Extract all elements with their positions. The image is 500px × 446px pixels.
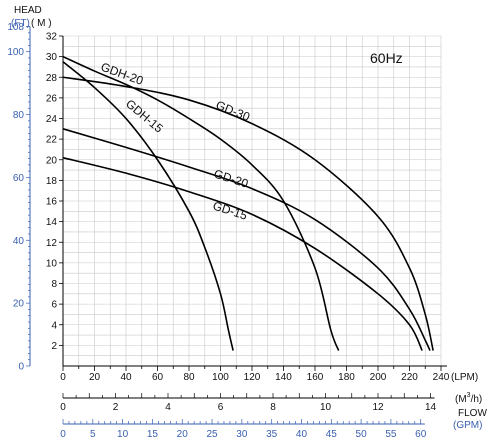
flow-axis-label: FLOW xyxy=(458,408,487,419)
ft-unit-label: (FT) xyxy=(11,18,30,29)
m-tick-label: 2 xyxy=(51,341,57,352)
m3h-tick-label: 0 xyxy=(60,402,66,413)
m-tick-label: 20 xyxy=(46,155,58,166)
gpm-tick-label: 10 xyxy=(117,429,129,440)
m-tick-label: 32 xyxy=(46,32,58,43)
lpm-tick-label: 100 xyxy=(212,372,229,383)
curve-gd-20 xyxy=(62,128,431,351)
m3h-tick-label: 8 xyxy=(270,402,276,413)
m3h-tick-label: 2 xyxy=(113,402,119,413)
frequency-annotation: 60Hz xyxy=(370,50,403,66)
gpm-tick-label: 25 xyxy=(206,429,218,440)
gpm-tick-label: 40 xyxy=(296,429,308,440)
curve-label: GD-30 xyxy=(214,98,252,124)
m3h-unit-label: (M3/h) xyxy=(455,392,482,405)
gpm-unit-label: (GPM) xyxy=(453,420,482,431)
gpm-tick-label: 20 xyxy=(177,429,189,440)
lpm-tick-label: 200 xyxy=(370,372,387,383)
lpm-tick-label: 20 xyxy=(89,372,101,383)
ft-tick-label: 108 xyxy=(7,22,24,33)
gpm-tick-label: 5 xyxy=(90,429,96,440)
ft-tick-label: 0 xyxy=(18,362,24,373)
curve-gd-15 xyxy=(62,156,423,351)
lpm-tick-label: 160 xyxy=(307,372,324,383)
gpm-tick-label: 35 xyxy=(266,429,278,440)
head-axis-label: HEAD xyxy=(14,5,42,16)
gpm-tick-label: 30 xyxy=(236,429,248,440)
ft-tick-label: 20 xyxy=(13,299,25,310)
m-tick-label: 14 xyxy=(46,217,58,228)
m-tick-label: 24 xyxy=(46,114,58,125)
m3h-tick-label: 6 xyxy=(218,402,224,413)
m-tick-label: 22 xyxy=(46,135,58,146)
lpm-unit-label: (LPM) xyxy=(451,372,478,383)
lpm-tick-label: 140 xyxy=(275,372,292,383)
m-tick-label: 12 xyxy=(46,238,58,249)
lpm-tick-label: 60 xyxy=(152,372,164,383)
m3h-tick-label: 10 xyxy=(320,402,332,413)
gpm-tick-label: 15 xyxy=(147,429,159,440)
lpm-tick-label: 180 xyxy=(338,372,355,383)
curve-gdh-20 xyxy=(62,61,234,351)
lpm-tick-label: 220 xyxy=(401,372,418,383)
m3h-tick-label: 14 xyxy=(425,402,437,413)
gpm-tick-label: 50 xyxy=(356,429,368,440)
m-tick-label: 28 xyxy=(46,73,58,84)
lpm-tick-label: 40 xyxy=(120,372,132,383)
ft-tick-label: 40 xyxy=(13,236,25,247)
m-tick-label: 8 xyxy=(51,279,57,290)
m3h-tick-label: 4 xyxy=(165,402,171,413)
gpm-tick-label: 45 xyxy=(326,429,338,440)
curve-label: GD-15 xyxy=(211,199,249,223)
gpm-tick-label: 0 xyxy=(60,429,66,440)
m-tick-label: 30 xyxy=(46,52,58,63)
curve-label: GDH-15 xyxy=(123,97,166,136)
axes xyxy=(26,26,447,425)
m3h-tick-label: 12 xyxy=(372,402,384,413)
m-tick-label: 10 xyxy=(46,258,58,269)
lpm-tick-label: 80 xyxy=(183,372,195,383)
gpm-tick-label: 55 xyxy=(385,429,397,440)
curve-gd-30 xyxy=(62,76,434,351)
m-tick-label: 4 xyxy=(51,320,57,331)
m-tick-label: 26 xyxy=(46,93,58,104)
m-unit-label: ( M ) xyxy=(31,18,52,29)
lpm-tick-label: 0 xyxy=(60,372,66,383)
lpm-tick-label: 120 xyxy=(244,372,261,383)
tick-labels: 2468101214161820222426283032020406080100… xyxy=(7,22,449,440)
ft-tick-label: 80 xyxy=(13,110,25,121)
ft-tick-label: 60 xyxy=(13,173,25,184)
lpm-tick-label: 240 xyxy=(433,372,450,383)
m-tick-label: 18 xyxy=(46,176,58,187)
ft-tick-label: 100 xyxy=(7,47,24,58)
m-tick-label: 6 xyxy=(51,300,57,311)
gpm-tick-label: 60 xyxy=(415,429,427,440)
m-tick-label: 16 xyxy=(46,197,58,208)
curve-gdh-15 xyxy=(62,55,340,351)
gridlines xyxy=(62,35,442,367)
